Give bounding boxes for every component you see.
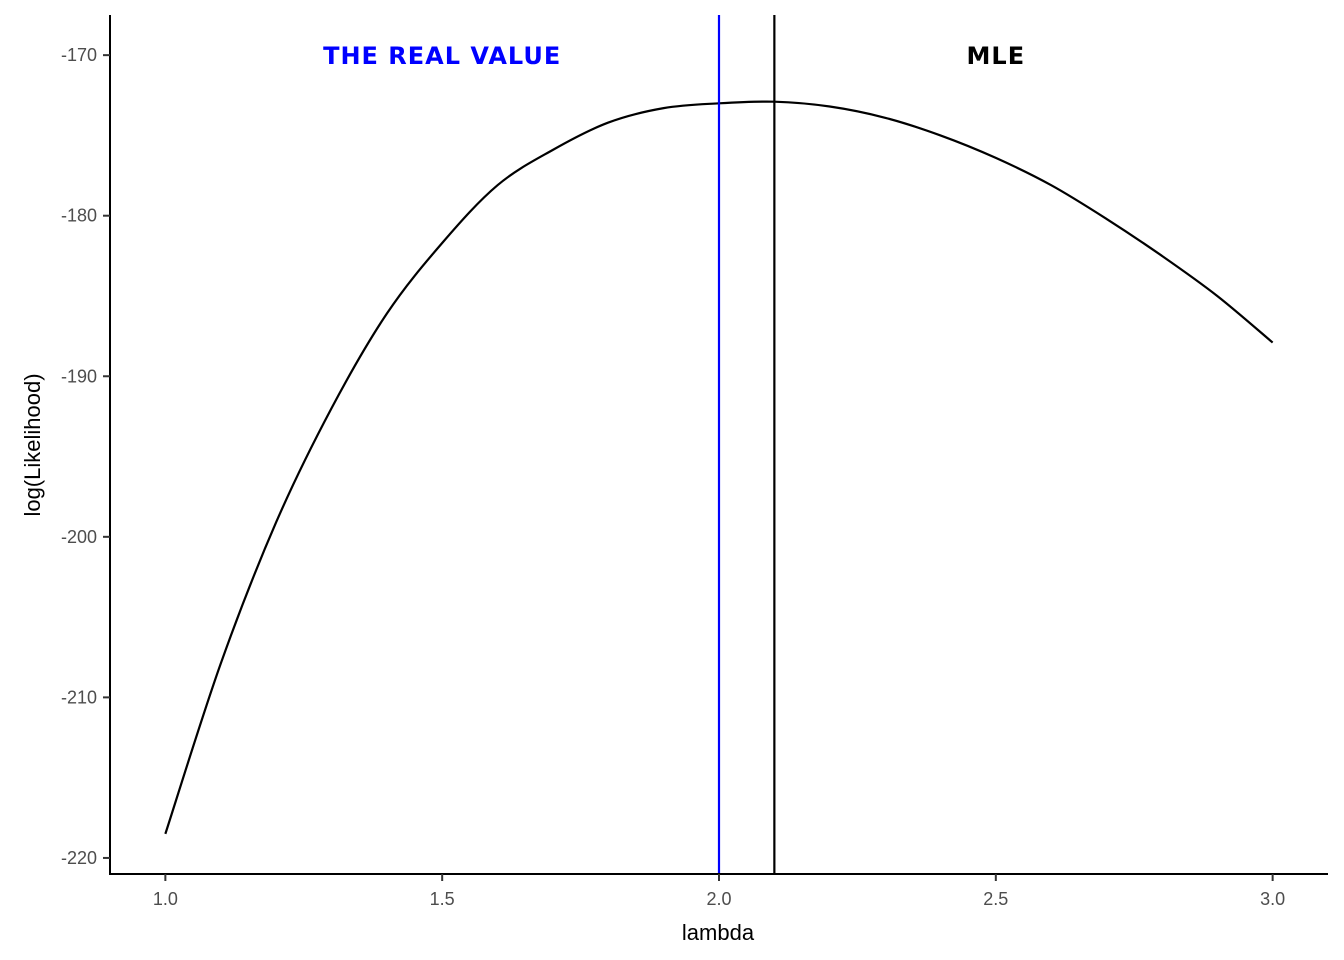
y-tick-label: -210 bbox=[61, 687, 97, 707]
x-tick-label: 1.5 bbox=[430, 889, 455, 909]
y-tick-label: -200 bbox=[61, 527, 97, 547]
y-axis: -170 -180 -190 -200 -210 -220 bbox=[61, 15, 111, 875]
y-tick-label: -190 bbox=[61, 366, 97, 386]
y-tick-label: -220 bbox=[61, 848, 97, 868]
y-tick-label: -180 bbox=[61, 206, 97, 226]
vline-label-1: MLE bbox=[967, 42, 1026, 70]
y-axis-title: log(Likelihood) bbox=[20, 373, 45, 516]
y-tick-label: -170 bbox=[61, 45, 97, 65]
x-tick-label: 2.5 bbox=[983, 889, 1008, 909]
plot-area: THE REAL VALUE MLE bbox=[164, 15, 1274, 874]
likelihood-curve-0 bbox=[164, 100, 1274, 835]
x-axis: 1.0 1.5 2.0 2.5 3.0 bbox=[109, 873, 1328, 909]
x-tick-label: 2.0 bbox=[706, 889, 731, 909]
x-tick-label: 1.0 bbox=[153, 889, 178, 909]
x-axis-title: lambda bbox=[682, 920, 755, 945]
vline-label-0: THE REAL VALUE bbox=[323, 42, 561, 70]
x-tick-label: 3.0 bbox=[1260, 889, 1285, 909]
